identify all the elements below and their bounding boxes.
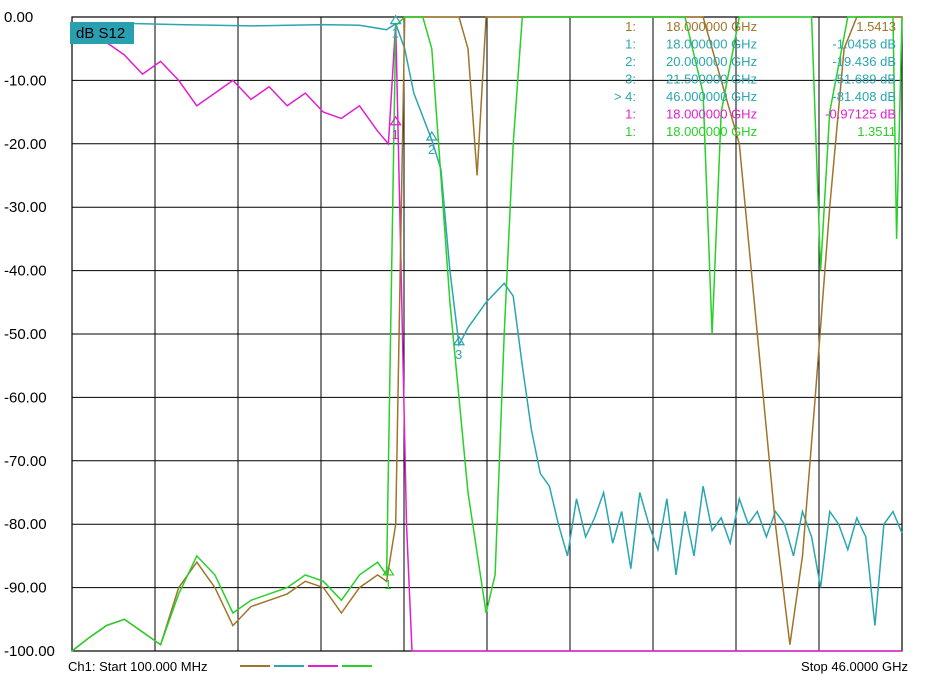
trace-label[interactable]: dB S12: [70, 22, 134, 44]
footer: Ch1: Start 100.000 MHz Stop 46.0000 GHz: [68, 659, 908, 674]
readout-index: > 4:: [614, 89, 636, 104]
readout-value: -0.97125 dB: [825, 107, 896, 122]
y-tick-label: -10.00: [4, 72, 47, 89]
readout-index: 1:: [625, 107, 636, 122]
y-tick-label: -40.00: [4, 263, 47, 280]
readout-row: 1: 18.000000 GHz 1.3511: [625, 124, 896, 139]
readout-frequency: 46.000000 GHz: [666, 89, 757, 104]
y-tick-label: -30.00: [4, 199, 47, 216]
start-frequency: Ch1: Start 100.000 MHz: [68, 659, 207, 674]
marker-label: 2: [428, 142, 435, 157]
readout-index: 1:: [625, 124, 636, 139]
readout-frequency: 18.000000 GHz: [666, 107, 757, 122]
readout-index: 2:: [625, 54, 636, 69]
readout-index: 3:: [625, 72, 636, 87]
readout-value: 1.5413: [856, 19, 896, 34]
y-tick-label: -50.00: [4, 326, 47, 343]
marker-triangle[interactable]: [389, 14, 402, 25]
marker-triangle[interactable]: [382, 565, 395, 576]
readout-frequency: 18.000000 GHz: [666, 19, 757, 34]
readout-frequency: 21.500000 GHz: [666, 72, 757, 87]
trace-magenta: [71, 23, 902, 652]
readout-row: 1: 18.000000 GHz 1.5413: [625, 19, 896, 34]
trace-label-bg: [70, 22, 134, 44]
grid: [71, 16, 903, 652]
readout-row: > 4: 46.000000 GHz -81.408 dB: [614, 89, 896, 104]
readout-value: 1.3511: [857, 124, 896, 139]
marker-label: 1: [392, 26, 399, 41]
y-tick-labels: 0.00 -10.00 -20.00 -30.00 -40.00 -50.00 -60.00…: [4, 9, 55, 660]
readout-row: 3: 21.500000 GHz -51.689 dB: [625, 72, 896, 87]
marker-label: 1: [392, 127, 399, 142]
marker-triangle[interactable]: [452, 335, 466, 346]
y-tick-label: -80.00: [4, 516, 47, 533]
y-tick-label: -20.00: [4, 136, 47, 153]
readout-value: -19.436 dB: [832, 54, 896, 69]
y-tick-label: -90.00: [4, 580, 47, 597]
marker-triangle[interactable]: [389, 115, 402, 126]
traces: [71, 16, 903, 652]
readout-row: 1: 18.000000 GHz -0.97125 dB: [625, 107, 896, 122]
marker-label: 3: [455, 347, 462, 362]
readout-value: -81.408 dB: [832, 89, 896, 104]
y-tick-label: -70.00: [4, 453, 47, 470]
readout-value: -51.689 dB: [832, 72, 896, 87]
trace-cyan: [71, 22, 903, 626]
y-tick-label: -60.00: [4, 389, 47, 406]
stop-frequency: Stop 46.0000 GHz: [801, 659, 908, 674]
trace-green: [71, 16, 903, 652]
readout-row: 2: 20.000000 GHz -19.436 dB: [625, 54, 896, 69]
y-tick-label: -100.00: [4, 643, 55, 660]
readout-index: 1:: [625, 19, 636, 34]
markers: 1 2 3 1 1: [382, 14, 466, 592]
marker-triangle[interactable]: [425, 130, 438, 141]
readout-row: 1: 18.000000 GHz -1.0458 dB: [625, 37, 896, 52]
trace-label-text: dB S12: [76, 25, 125, 42]
readout-frequency: 20.000000 GHz: [666, 54, 757, 69]
readout-index: 1:: [625, 37, 636, 52]
y-tick-label: 0.00: [4, 9, 33, 26]
readout-frequency: 18.000000 GHz: [666, 124, 757, 139]
readout-value: -1.0458 dB: [832, 37, 896, 52]
marker-readout-table: 1: 18.000000 GHz 1.5413 1: 18.000000 GHz -1.0…: [614, 19, 896, 139]
marker-label: 1: [384, 577, 391, 592]
readout-frequency: 18.000000 GHz: [666, 37, 757, 52]
